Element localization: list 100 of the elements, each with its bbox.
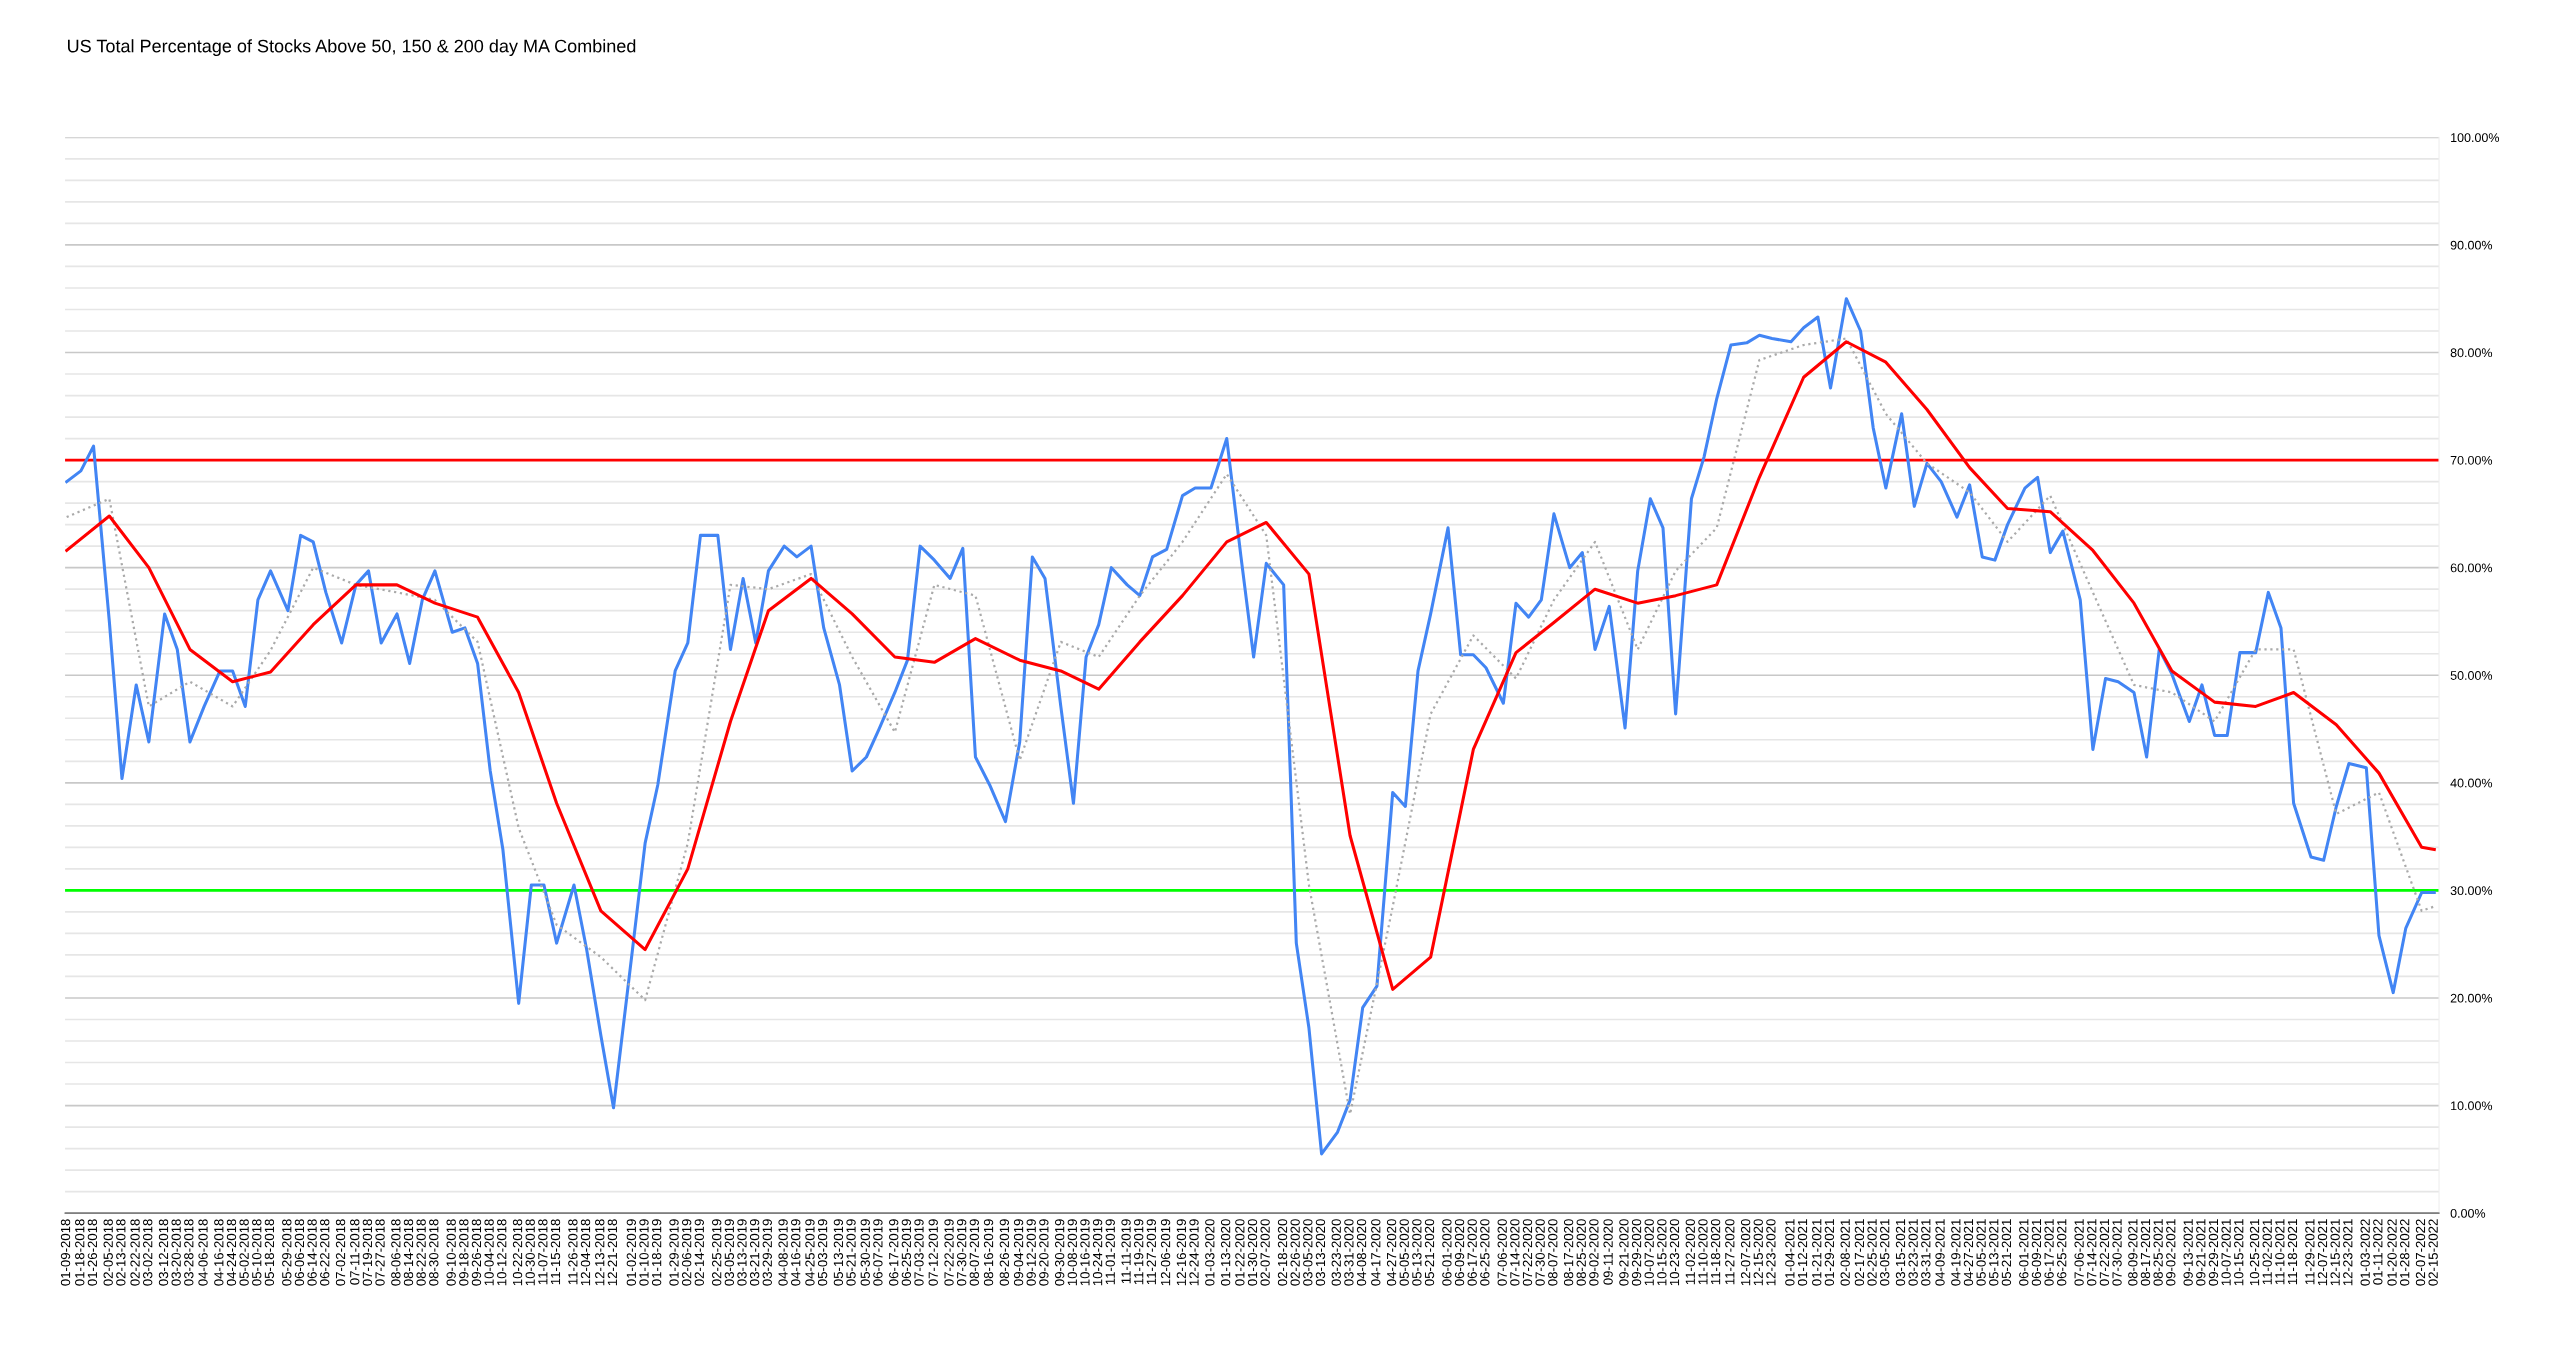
y-tick-label: 60.00% <box>2450 563 2493 573</box>
x-tick-label: 02-07-2020 <box>1260 1219 1270 1286</box>
x-tick-label: 02-26-2020 <box>1290 1219 1300 1286</box>
x-tick-label: 12-24-2019 <box>1189 1219 1199 1286</box>
x-tick-label: 12-06-2019 <box>1160 1219 1171 1286</box>
x-tick-label: 07-11-2018 <box>350 1219 360 1285</box>
x-tick-label: 07-03-2019 <box>914 1219 924 1286</box>
x-tick-label: 01-03-2022 <box>2360 1219 2370 1286</box>
x-tick-label: 03-31-2020 <box>1344 1219 1354 1286</box>
chart-title: US Total Percentage of Stocks Above 50, 150 & 200 day MA Combined <box>68 39 636 57</box>
x-tick-label: 01-26-2018 <box>87 1219 98 1286</box>
x-tick-label: 01-11-2022 <box>2373 1219 2383 1285</box>
x-tick-label: 09-20-2019 <box>1039 1219 1049 1286</box>
x-tick-label: 10-25-2021 <box>2249 1219 2260 1286</box>
x-tick-label: 11-02-2021 <box>2262 1219 2272 1285</box>
x-tick-label: 11-29-2021 <box>2305 1219 2315 1285</box>
x-tick-label: 03-12-2018 <box>158 1219 169 1286</box>
x-tick-label: 08-16-2019 <box>983 1219 994 1286</box>
x-tick-label: 06-25-2019 <box>901 1219 912 1286</box>
x-tick-label: 05-02-2018 <box>239 1219 249 1286</box>
x-tick-label: 01-13-2020 <box>1220 1219 1231 1286</box>
y-tick-label: 50.00% <box>2450 671 2493 680</box>
x-tick-label: 10-15-2020 <box>1657 1219 1667 1286</box>
x-tick-label: 09-13-2021 <box>2183 1219 2193 1286</box>
x-tick-label: 09-26-2018 <box>471 1219 482 1286</box>
x-tick-label: 06-09-2020 <box>1454 1219 1465 1286</box>
x-tick-label: 09-18-2018 <box>459 1219 469 1286</box>
x-tick-label: 07-14-2020 <box>1510 1219 1520 1286</box>
x-tick-label: 04-27-2020 <box>1386 1219 1397 1286</box>
x-tick-label: 09-02-2021 <box>2166 1219 2176 1286</box>
x-tick-label: 11-15-2018 <box>550 1219 561 1285</box>
x-tick-label: 06-25-2020 <box>1480 1219 1490 1286</box>
x-tick-label: 05-13-2020 <box>1412 1219 1422 1286</box>
x-tick-label: 01-22-2020 <box>1235 1219 1245 1286</box>
x-tick-label: 03-23-2021 <box>1908 1219 1918 1286</box>
x-tick-label: 02-14-2019 <box>694 1219 704 1286</box>
x-tick-label: 10-24-2019 <box>1092 1219 1103 1286</box>
x-tick-label: 08-07-2020 <box>1548 1219 1558 1286</box>
x-tick-label: 11-19-2019 <box>1134 1219 1144 1285</box>
x-tick-label: 10-12-2018 <box>497 1219 507 1286</box>
x-tick-label: 07-30-2021 <box>2112 1219 2122 1286</box>
x-tick-label: 11-18-2021 <box>2287 1219 2298 1285</box>
x-tick-label: 01-29-2021 <box>1824 1219 1835 1286</box>
x-tick-label: 10-23-2020 <box>1669 1219 1680 1286</box>
x-tick-label: 01-21-2021 <box>1812 1219 1822 1286</box>
x-tick-label: 02-07-2022 <box>2415 1219 2426 1286</box>
x-tick-label: 02-25-2019 <box>712 1219 722 1286</box>
x-tick-label: 01-10-2019 <box>639 1219 649 1286</box>
x-tick-label: 09-21-2020 <box>1619 1219 1629 1286</box>
x-tick-label: 07-14-2021 <box>2087 1219 2097 1286</box>
x-tick-label: 07-22-2020 <box>1522 1219 1533 1286</box>
x-tick-label: 11-11-2019 <box>1121 1219 1131 1284</box>
x-tick-label: 04-09-2021 <box>1935 1219 1945 1286</box>
x-tick-label: 11-10-2020 <box>1698 1219 1708 1285</box>
y-tick-label: 80.00% <box>2450 348 2493 358</box>
x-tick-label: 05-05-2020 <box>1399 1219 1409 1286</box>
x-tick-label: 02-17-2021 <box>1854 1219 1865 1286</box>
x-tick-label: 12-23-2021 <box>2343 1219 2353 1286</box>
x-tick-label: 03-13-2019 <box>737 1219 747 1286</box>
x-tick-label: 08-17-2020 <box>1563 1219 1574 1286</box>
y-tick-label: 0.00% <box>2450 1208 2486 1218</box>
x-tick-label: 12-15-2021 <box>2330 1219 2340 1286</box>
x-tick-label: 03-05-2020 <box>1303 1219 1313 1286</box>
x-tick-label: 02-13-2018 <box>116 1219 126 1286</box>
x-tick-label: 06-17-2020 <box>1467 1219 1477 1286</box>
x-tick-label: 11-01-2019 <box>1105 1219 1115 1285</box>
x-tick-label: 07-22-2019 <box>944 1219 954 1286</box>
x-tick-label: 02-06-2019 <box>682 1219 692 1286</box>
x-tick-label: 03-20-2018 <box>171 1219 181 1286</box>
x-tick-label: 11-27-2020 <box>1725 1219 1735 1285</box>
x-tick-label: 01-20-2022 <box>2387 1219 2397 1286</box>
x-tick-label: 03-23-2020 <box>1331 1219 1341 1286</box>
x-tick-label: 07-30-2019 <box>957 1219 967 1286</box>
x-tick-label: 05-10-2018 <box>252 1219 262 1286</box>
y-tick-label: 100.00% <box>2451 133 2500 143</box>
x-tick-label: 01-09-2018 <box>60 1219 71 1286</box>
x-tick-label: 09-04-2019 <box>1013 1219 1024 1286</box>
x-tick-label: 07-19-2018 <box>362 1219 373 1286</box>
x-tick-label: 10-16-2019 <box>1080 1219 1090 1286</box>
x-tick-label: 09-29-2020 <box>1631 1219 1642 1286</box>
x-tick-label: 08-06-2018 <box>391 1219 401 1286</box>
x-tick-label: 06-07-2019 <box>873 1219 883 1286</box>
x-tick-label: 03-15-2021 <box>1895 1219 1906 1286</box>
x-tick-label: 01-18-2019 <box>651 1219 662 1286</box>
x-tick-label: 04-19-2021 <box>1951 1219 1961 1286</box>
x-tick-label: 10-04-2018 <box>484 1219 494 1286</box>
x-tick-label: 06-25-2021 <box>2057 1219 2067 1286</box>
x-tick-label: 01-12-2021 <box>1797 1219 1808 1286</box>
x-tick-label: 08-17-2021 <box>2140 1219 2151 1286</box>
x-tick-label: 08-25-2021 <box>2153 1219 2163 1286</box>
x-tick-label: 12-07-2021 <box>2317 1219 2328 1286</box>
x-tick-label: 03-05-2021 <box>1880 1219 1890 1286</box>
x-tick-label: 05-21-2020 <box>1424 1219 1435 1286</box>
x-tick-label: 01-28-2022 <box>2400 1219 2410 1286</box>
x-tick-label: 07-27-2018 <box>375 1219 385 1286</box>
x-tick-label: 08-22-2018 <box>416 1219 426 1286</box>
x-tick-label: 01-30-2020 <box>1247 1219 1258 1286</box>
x-tick-label: 12-15-2020 <box>1753 1219 1763 1286</box>
line-series <box>65 340 2436 991</box>
x-tick-label: 04-08-2019 <box>778 1219 788 1286</box>
